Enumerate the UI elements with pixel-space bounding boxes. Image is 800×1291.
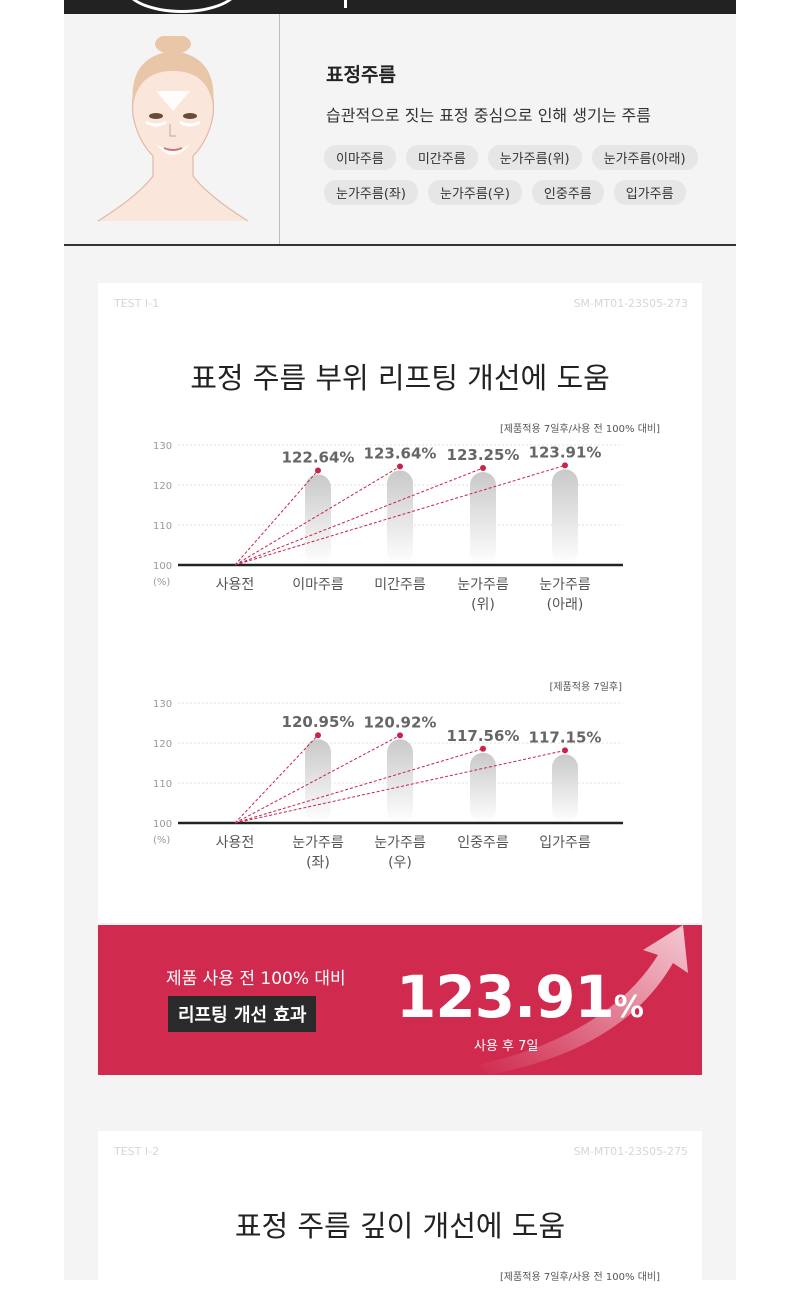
category-label: 인중주름 xyxy=(457,835,509,851)
category-label: 이마주름 xyxy=(292,577,344,593)
banner-label: 리프팅 개선 효과 xyxy=(168,996,317,1032)
banner-unit: % xyxy=(613,990,644,1025)
wrinkle-tag-list: 이마주름 미간주름 눈가주름(위) 눈가주름(아래) 눈가주름(좌) 눈가주름(… xyxy=(324,145,724,215)
wrinkle-tag: 눈가주름(위) xyxy=(487,145,582,170)
bar xyxy=(552,754,578,823)
chart-note: [제품적용 7일후] xyxy=(549,682,622,693)
data-label: 120.95% xyxy=(282,713,355,731)
test-title: 표정 주름 부위 리프팅 개선에 도움 xyxy=(190,361,610,395)
data-point xyxy=(480,745,486,752)
test-id: TEST I-1 xyxy=(114,297,160,310)
data-point xyxy=(480,465,486,471)
bar xyxy=(387,470,413,565)
top-header-bar xyxy=(64,0,736,14)
category-label: 눈가주름 xyxy=(374,835,426,851)
category-label: (좌) xyxy=(306,855,330,871)
bar xyxy=(305,474,331,565)
test-id: TEST I-2 xyxy=(114,1145,160,1158)
data-label: 122.64% xyxy=(282,448,355,466)
y-unit-label: (%) xyxy=(153,577,170,588)
trend-line xyxy=(234,748,484,824)
y-tick-label: 120 xyxy=(153,739,172,750)
bar xyxy=(470,752,496,823)
chart-note: [제품적용 7일후/사용 전 100% 대비] xyxy=(499,424,660,435)
tag-row-2: 눈가주름(좌) 눈가주름(우) 인중주름 입가주름 xyxy=(324,180,724,205)
wrinkle-tag: 눈가주름(아래) xyxy=(591,145,698,170)
lifting-chart-2: 100 110 120 130 (%) 120.95% 120.92% 117.56% 117.… xyxy=(153,699,623,871)
data-label: 120.92% xyxy=(364,713,437,731)
sample-id: SM-MT01-23S05-273 xyxy=(573,297,688,310)
result-banner: 제품 사용 전 100% 대비 리프팅 개선 효과 123.91% 사용 후 7… xyxy=(98,925,702,1075)
data-label: 117.56% xyxy=(447,727,520,745)
chart-note: [제품적용 7일후/사용 전 100% 대비] xyxy=(499,1272,660,1283)
wrinkle-tag: 눈가주름(우) xyxy=(427,180,522,205)
trend-line xyxy=(234,749,566,824)
data-label: 123.91% xyxy=(529,443,602,461)
y-unit-label: (%) xyxy=(153,835,170,846)
wrinkle-tag: 입가주름 xyxy=(613,180,686,205)
y-tick-label: 110 xyxy=(153,779,172,790)
category-label: 사용전 xyxy=(216,577,255,593)
section-divider xyxy=(279,14,280,244)
category-label: (위) xyxy=(471,597,495,613)
data-point xyxy=(562,747,568,754)
trend-line xyxy=(234,734,319,824)
bar xyxy=(552,469,578,565)
y-tick-label: 130 xyxy=(153,699,172,710)
category-label: 눈가주름 xyxy=(457,577,509,593)
bar xyxy=(470,472,496,565)
wrinkle-tag: 미간주름 xyxy=(405,145,478,170)
trend-line xyxy=(234,470,319,566)
face-illustration xyxy=(97,36,249,222)
up-arrow-icon xyxy=(478,925,688,1075)
banner-value: 123.91% xyxy=(396,963,644,1031)
wrinkle-type-section: 표정주름 습관적으로 짓는 표정 중심으로 인해 생기는 주름 이마주름 미간주… xyxy=(64,14,736,246)
test-card-1: TEST I-1 SM-MT01-23S05-273 표정 주름 부위 리프팅 … xyxy=(98,283,702,923)
bar xyxy=(305,739,331,823)
y-tick-label: 100 xyxy=(153,561,172,572)
y-tick-label: 130 xyxy=(153,441,172,452)
data-point xyxy=(562,462,568,469)
data-label: 123.64% xyxy=(364,444,437,462)
data-point xyxy=(315,732,321,739)
category-label: (아래) xyxy=(547,597,584,613)
y-tick-label: 120 xyxy=(153,481,172,492)
wrinkle-title: 표정주름 xyxy=(326,64,396,86)
category-label: 미간주름 xyxy=(374,577,426,593)
trend-line xyxy=(234,467,484,566)
data-point xyxy=(397,463,403,470)
data-point xyxy=(315,467,321,474)
header-divider-mark xyxy=(344,0,347,8)
trend-line xyxy=(234,734,401,824)
data-point xyxy=(397,732,403,739)
bar xyxy=(387,739,413,823)
category-label: 입가주름 xyxy=(539,835,591,851)
data-label: 117.15% xyxy=(529,728,602,746)
tag-row-1: 이마주름 미간주름 눈가주름(위) 눈가주름(아래) xyxy=(324,145,724,170)
category-label: 눈가주름 xyxy=(292,835,344,851)
data-label: 123.25% xyxy=(447,446,520,464)
wrinkle-tag: 이마주름 xyxy=(324,145,396,170)
wrinkle-tag: 인중주름 xyxy=(531,180,604,205)
y-tick-label: 100 xyxy=(153,819,172,830)
sample-id: SM-MT01-23S05-275 xyxy=(573,1145,688,1158)
trend-line xyxy=(234,466,401,566)
header-circle-decoration xyxy=(124,0,240,13)
category-label: (우) xyxy=(388,855,412,871)
test-card-2: TEST I-2 SM-MT01-23S05-275 표정 주름 깊이 개선에 … xyxy=(98,1131,702,1291)
banner-number: 123.91 xyxy=(396,963,615,1031)
trend-line xyxy=(234,464,566,566)
banner-caption: 제품 사용 전 100% 대비 xyxy=(166,969,346,989)
y-tick-label: 110 xyxy=(153,521,172,532)
wrinkle-description: 습관적으로 짓는 표정 중심으로 인해 생기는 주름 xyxy=(326,106,651,125)
test-title: 표정 주름 깊이 개선에 도움 xyxy=(234,1209,566,1243)
banner-subtext: 사용 후 7일 xyxy=(474,1039,539,1054)
category-label: 사용전 xyxy=(216,835,255,851)
lifting-chart-1: 100 110 120 130 (%) 122.64% 123.64% 123.25% 123.… xyxy=(153,441,623,613)
category-label: 눈가주름 xyxy=(539,577,591,593)
wrinkle-tag: 눈가주름(좌) xyxy=(324,180,418,205)
